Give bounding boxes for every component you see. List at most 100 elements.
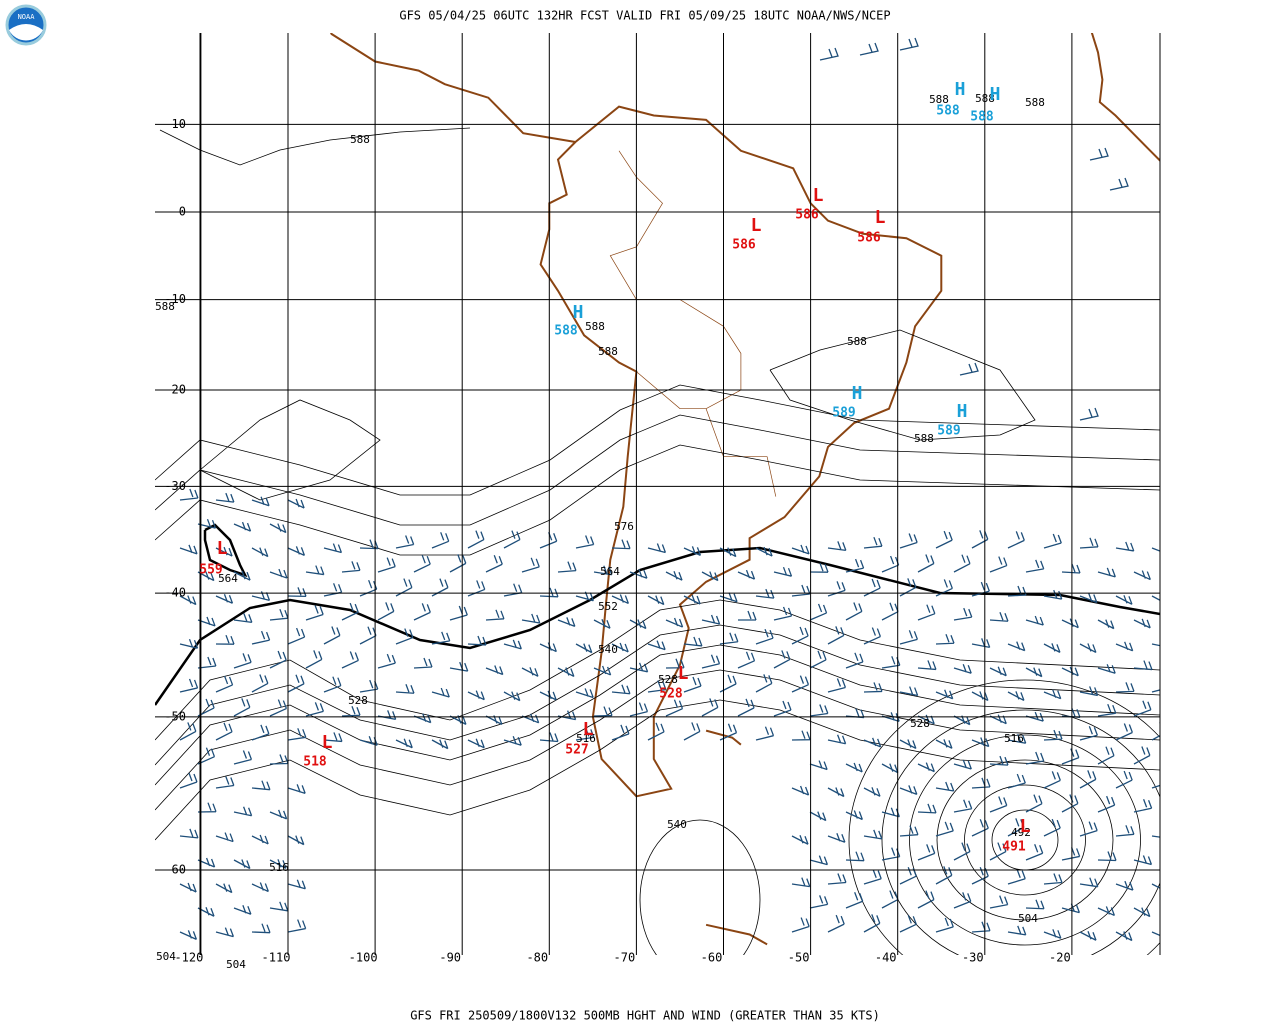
wind-barb xyxy=(251,724,270,741)
wind-barb xyxy=(215,546,233,557)
wind-barb xyxy=(251,547,269,558)
center-value: 491 xyxy=(1002,840,1026,855)
coastline xyxy=(539,105,943,798)
center-symbol: H xyxy=(955,79,966,100)
height-contour xyxy=(936,759,1114,921)
wind-barb xyxy=(791,917,810,933)
wind-barb xyxy=(1097,851,1117,862)
wind-barb xyxy=(1007,531,1025,549)
wind-barb xyxy=(1151,547,1160,552)
wind-barb xyxy=(215,883,233,894)
latitude-label: -20 xyxy=(164,383,186,397)
wind-barb xyxy=(1133,618,1151,629)
wind-barb xyxy=(809,562,829,573)
wind-barb xyxy=(881,890,899,909)
wind-barb xyxy=(575,688,594,699)
wind-barb xyxy=(251,674,269,693)
latitude-label: -30 xyxy=(164,479,186,493)
center-symbol: L xyxy=(751,215,762,236)
wind-barb xyxy=(1043,771,1061,789)
wind-barb xyxy=(1115,641,1134,652)
wind-barb xyxy=(395,738,413,749)
country-border xyxy=(705,408,777,497)
center-symbol: L xyxy=(813,185,824,206)
wind-barb xyxy=(845,810,863,821)
wind-barb xyxy=(395,535,415,549)
wind-barb xyxy=(287,546,306,556)
contour-label: 540 xyxy=(598,643,618,656)
wind-barb xyxy=(791,785,810,796)
center-symbol: L xyxy=(217,538,228,559)
wind-barb xyxy=(1133,799,1153,813)
wind-barb xyxy=(1089,147,1109,161)
wind-barb xyxy=(819,47,839,61)
wind-barb xyxy=(971,737,990,748)
wind-barb xyxy=(377,710,397,720)
wind-barb xyxy=(1151,930,1160,937)
wind-barb xyxy=(845,891,864,909)
wind-barb xyxy=(305,605,324,621)
wind-barb xyxy=(737,569,756,580)
wind-barb xyxy=(989,556,1008,573)
wind-barb xyxy=(845,652,864,669)
height-contour xyxy=(155,414,1160,526)
center-value: 559 xyxy=(199,563,222,578)
wind-barb xyxy=(179,722,197,741)
height-contour xyxy=(881,709,1160,955)
height-contour xyxy=(155,669,1160,811)
wind-barb xyxy=(287,784,306,795)
height-contour xyxy=(155,644,1160,786)
wind-barb xyxy=(521,667,539,677)
wind-barb xyxy=(1133,746,1151,765)
wind-barb xyxy=(1151,784,1160,789)
wind-barb xyxy=(215,927,235,938)
wind-barb xyxy=(215,832,234,843)
wind-barb xyxy=(971,921,991,933)
height-contour xyxy=(155,624,1160,766)
latitude-label: -50 xyxy=(164,709,186,723)
wind-barb xyxy=(809,895,829,909)
wind-barb xyxy=(251,834,269,845)
wind-barb xyxy=(269,901,289,912)
wind-barb xyxy=(521,613,541,624)
contour-label: 504 xyxy=(1018,912,1038,925)
wind-barb xyxy=(323,583,343,597)
center-symbol: H xyxy=(957,401,968,422)
wind-barb xyxy=(773,566,793,577)
map-body xyxy=(155,33,1160,955)
wind-barb xyxy=(269,523,287,534)
wind-barb xyxy=(377,602,395,621)
wind-barb xyxy=(917,890,935,909)
wind-barb xyxy=(611,642,629,653)
wind-barb xyxy=(287,498,305,509)
country-border xyxy=(609,150,742,410)
wind-barb xyxy=(719,632,739,645)
wind-barb xyxy=(1079,407,1099,421)
wind-barb xyxy=(1043,643,1061,653)
wind-barb xyxy=(647,640,666,651)
wind-barb xyxy=(233,905,252,915)
wind-barb xyxy=(215,634,235,645)
wind-barb xyxy=(593,706,613,717)
wind-barb xyxy=(233,653,252,669)
wind-barb xyxy=(791,675,810,693)
wind-barb xyxy=(215,675,234,693)
wind-barb xyxy=(647,680,667,693)
wind-barb xyxy=(1007,773,1026,789)
wind-barb xyxy=(863,536,883,549)
wind-barb xyxy=(467,580,486,597)
height-contour xyxy=(848,679,1160,955)
wind-barb xyxy=(1079,537,1099,549)
wind-barb xyxy=(1097,906,1115,917)
wind-barb xyxy=(629,568,648,579)
wind-barb xyxy=(1097,619,1115,630)
wind-barb xyxy=(269,809,288,820)
longitude-label: -40 xyxy=(875,951,897,965)
wind-barb xyxy=(863,787,881,797)
wind-barb xyxy=(1025,615,1044,626)
wind-barb xyxy=(899,915,917,933)
wind-barb xyxy=(449,554,467,573)
wind-barb xyxy=(1151,835,1160,838)
contour-label: 588 xyxy=(350,133,370,146)
